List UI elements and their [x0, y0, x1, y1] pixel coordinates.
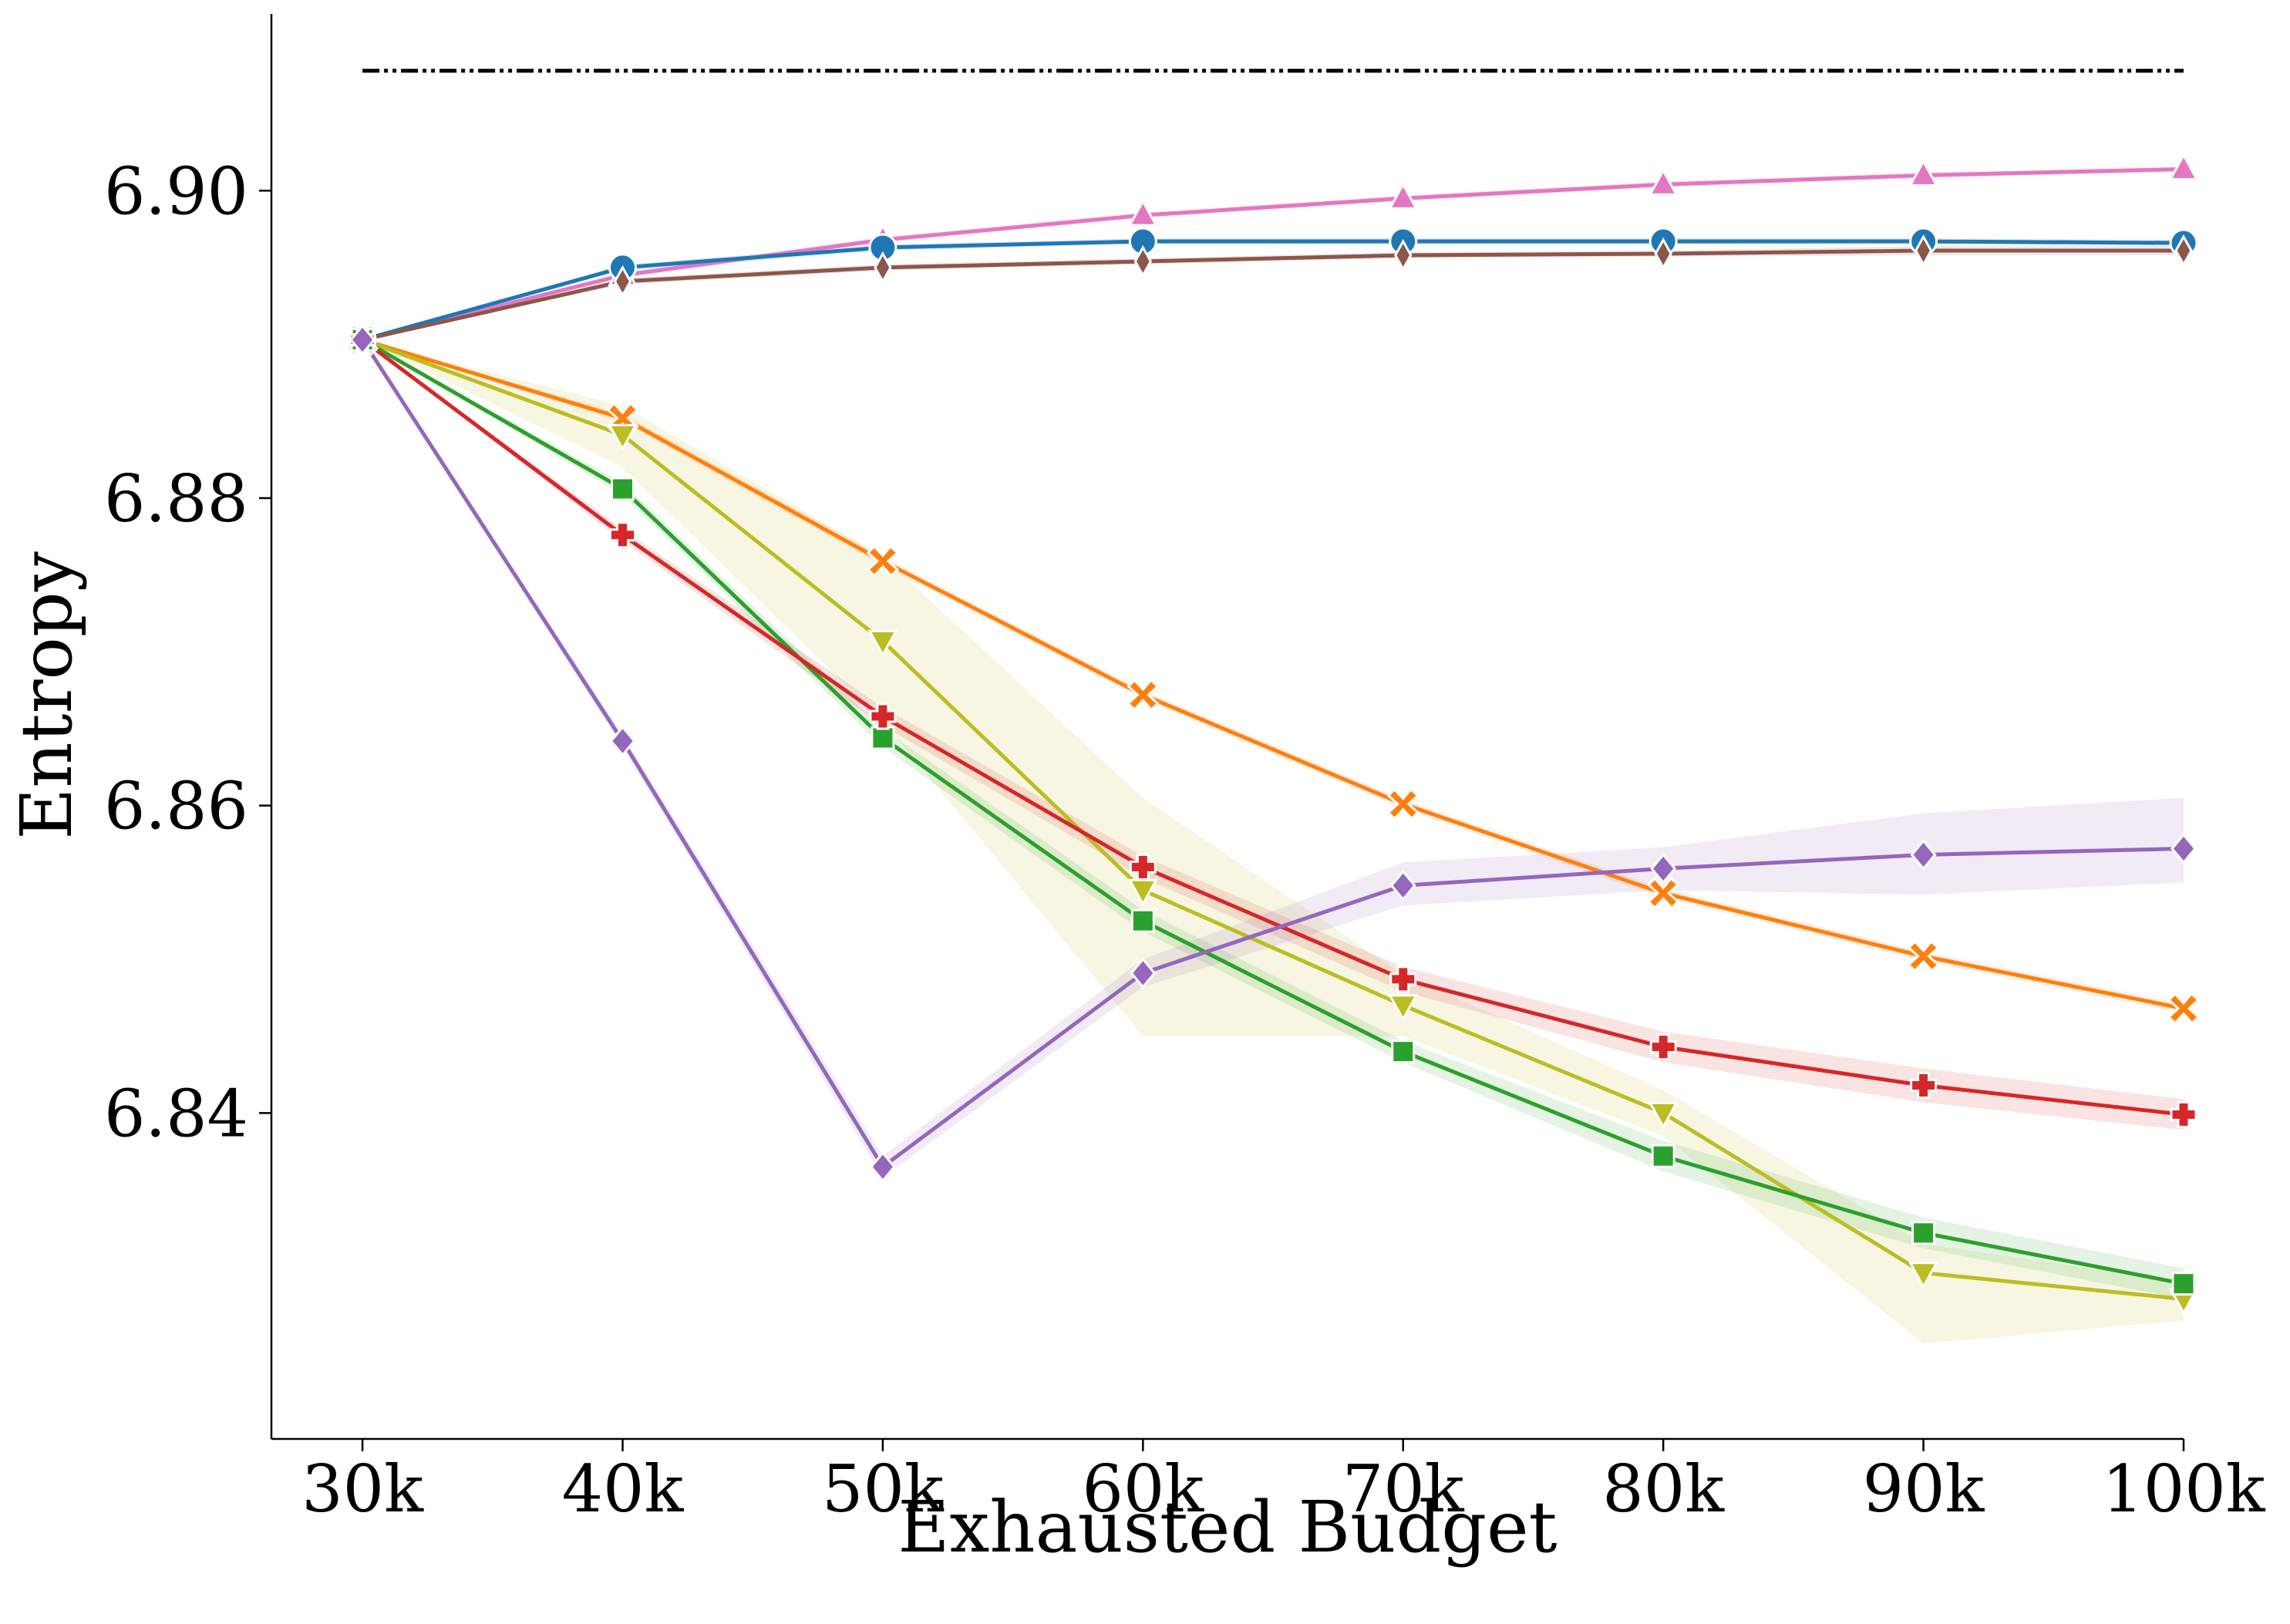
data-point-marker	[1647, 877, 1680, 910]
data-point-marker	[1388, 994, 1419, 1022]
data-point-marker	[869, 1151, 896, 1183]
data-point-marker	[1133, 244, 1153, 278]
series-line	[362, 338, 2184, 1302]
data-point-marker	[1648, 1101, 1679, 1130]
x-tick-label: 60k	[1082, 1451, 1204, 1527]
data-point-marker	[869, 702, 897, 730]
y-tick-label: 6.84	[104, 1076, 248, 1151]
series-line	[362, 248, 2184, 342]
data-point-marker	[1651, 1144, 1675, 1168]
x-tick-label: 50k	[822, 1451, 945, 1527]
data-point-marker	[1394, 238, 1413, 272]
data-point-marker	[1648, 168, 1679, 196]
series-line	[362, 167, 2184, 342]
data-point-marker	[1914, 234, 1933, 268]
data-point-marker	[1126, 678, 1160, 712]
data-point-marker	[609, 521, 637, 549]
series-line	[361, 338, 2184, 1117]
data-point-marker	[611, 477, 635, 501]
y-tick-label: 6.88	[104, 461, 248, 537]
data-point-marker	[1654, 237, 1672, 271]
data-point-marker	[1391, 1039, 1416, 1064]
data-point-marker	[1386, 787, 1419, 820]
y-tick-label: 6.86	[104, 769, 248, 844]
y-axis-ticks: 6.84 6.86 6.88 6.90	[104, 153, 271, 1151]
data-point-marker	[1910, 839, 1937, 871]
confidence-bands	[362, 166, 2184, 1344]
data-point-marker	[867, 629, 898, 658]
data-point-marker	[2170, 1100, 2197, 1128]
series-markers	[345, 153, 2201, 1316]
data-point-marker	[1130, 957, 1157, 989]
data-point-marker	[609, 725, 636, 757]
x-tick-label: 70k	[1342, 1451, 1465, 1527]
x-axis-ticks: 30k 40k 50k 60k 70k 80k 90k 100k	[301, 1439, 2266, 1527]
data-point-marker	[2168, 153, 2199, 180]
data-point-marker	[1650, 853, 1677, 884]
series-line	[361, 338, 2184, 1286]
data-point-marker	[1389, 869, 1416, 901]
series-lines	[360, 167, 2184, 1302]
data-point-marker	[1908, 1262, 1939, 1289]
x-tick-label: 100k	[2102, 1451, 2265, 1527]
data-point-marker	[866, 544, 900, 578]
x-axis-title: Exhausted Budget	[897, 1486, 1557, 1568]
data-point-marker	[1130, 908, 1155, 933]
data-point-marker	[1129, 853, 1157, 881]
y-axis-title: Entropy	[5, 551, 88, 840]
data-point-marker	[1127, 199, 1158, 227]
series-line	[360, 339, 2184, 1169]
data-point-marker	[1388, 182, 1419, 210]
data-point-marker	[607, 423, 638, 452]
y-tick-label: 6.90	[104, 153, 248, 229]
data-point-marker	[1907, 939, 1940, 973]
x-tick-label: 80k	[1602, 1451, 1725, 1527]
data-point-marker	[871, 726, 895, 750]
x-tick-label: 30k	[301, 1451, 424, 1527]
data-point-marker	[613, 264, 632, 298]
series-line	[362, 338, 2184, 1011]
data-point-marker	[1908, 159, 1939, 187]
data-point-marker	[2171, 1272, 2196, 1296]
data-point-marker	[1389, 965, 1417, 993]
data-point-marker	[2167, 992, 2201, 1025]
data-point-marker	[349, 324, 376, 355]
x-tick-label: 40k	[562, 1451, 685, 1527]
data-point-marker	[874, 251, 892, 285]
data-point-marker	[2170, 833, 2197, 864]
x-tick-label: 90k	[1863, 1451, 1985, 1527]
axes	[270, 14, 2184, 1440]
series-line	[362, 239, 2184, 342]
data-point-marker	[2174, 234, 2193, 268]
data-point-marker	[1911, 1221, 1936, 1245]
data-point-marker	[1910, 1071, 1938, 1099]
data-point-marker	[1649, 1033, 1677, 1061]
